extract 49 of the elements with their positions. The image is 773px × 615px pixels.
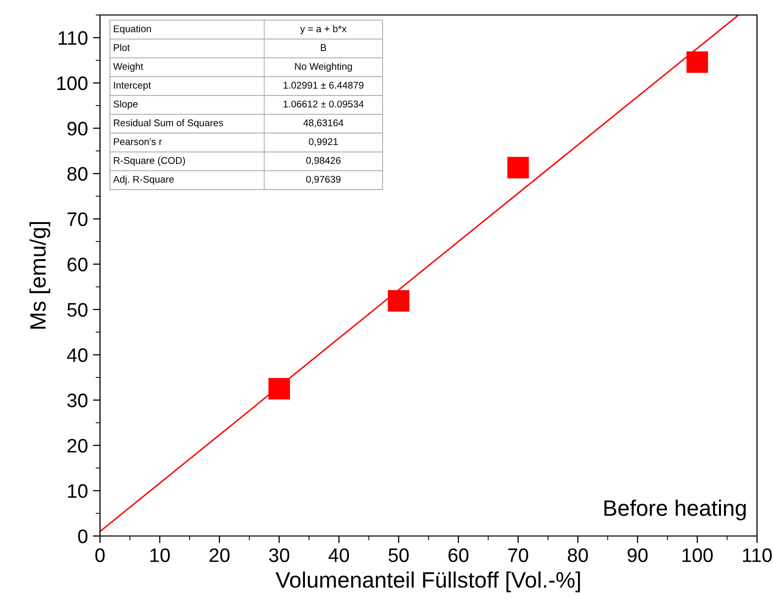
annotation: No Weighting bbox=[295, 62, 352, 72]
point bbox=[388, 290, 410, 312]
x-tick-label: 70 bbox=[508, 548, 528, 562]
x-tick-label: 50 bbox=[388, 548, 409, 562]
annotation: Equation bbox=[114, 25, 151, 34]
x-tick-label: 20 bbox=[210, 548, 230, 562]
y-tick-label: 40 bbox=[67, 348, 88, 362]
annotation: y = a + b*x bbox=[300, 25, 347, 34]
y-tick-label: 30 bbox=[67, 394, 88, 408]
y-axis-title: Ms [emu/g] bbox=[29, 222, 50, 329]
x-tick-label: 100 bbox=[682, 548, 713, 562]
annotation: Residual Sum of Squares bbox=[114, 119, 224, 128]
x-tick-label: 60 bbox=[448, 548, 468, 562]
y-tick-label: 110 bbox=[58, 31, 88, 45]
x-tick-label: 40 bbox=[328, 548, 349, 562]
y-tick-label: 10 bbox=[68, 484, 88, 498]
y-tick-label: 20 bbox=[68, 438, 88, 453]
y-tick-label: 100 bbox=[57, 76, 88, 90]
x-tick-label: 90 bbox=[628, 548, 648, 562]
point bbox=[686, 51, 708, 73]
x-tick-label: 110 bbox=[742, 548, 772, 562]
annotation: Intercept bbox=[114, 82, 151, 91]
annotation: Weight bbox=[113, 62, 144, 72]
y-tick-label: 90 bbox=[67, 122, 88, 136]
annotation: B bbox=[320, 44, 326, 51]
x-axis-title: Volumenanteil Füllstoff [Vol.-%] bbox=[276, 571, 580, 592]
y-tick-label: 0 bbox=[78, 529, 88, 544]
y-tick-label: 50 bbox=[67, 302, 88, 317]
annotation: Plot bbox=[114, 44, 130, 52]
annotation: 0,98426 bbox=[306, 157, 341, 166]
annotation: R-Square (COD) bbox=[114, 156, 185, 166]
annotation: 1.02991 ± 6.44879 bbox=[284, 82, 364, 89]
annotation: Adj. R-Square bbox=[113, 176, 174, 185]
x-tick-label: 80 bbox=[568, 548, 588, 562]
y-tick-label: 70 bbox=[68, 212, 88, 226]
annotation: Slope bbox=[114, 100, 138, 110]
x-tick-label: 10 bbox=[150, 548, 170, 562]
point bbox=[507, 156, 529, 178]
annotation: 0,9921 bbox=[308, 138, 338, 146]
x-tick-label: 0 bbox=[95, 548, 105, 562]
annotation: Pearson's r bbox=[114, 138, 162, 146]
y-tick-label: 80 bbox=[67, 167, 88, 181]
y-tick-label: 60 bbox=[68, 258, 88, 272]
point bbox=[268, 378, 290, 400]
annotation: 48,63164 bbox=[303, 119, 344, 128]
x-tick-label: 30 bbox=[269, 548, 290, 562]
annotation: 0,97639 bbox=[306, 176, 340, 184]
annotation: 1.06612 ± 0.09534 bbox=[284, 100, 364, 108]
annotation: Before heating bbox=[604, 500, 746, 520]
